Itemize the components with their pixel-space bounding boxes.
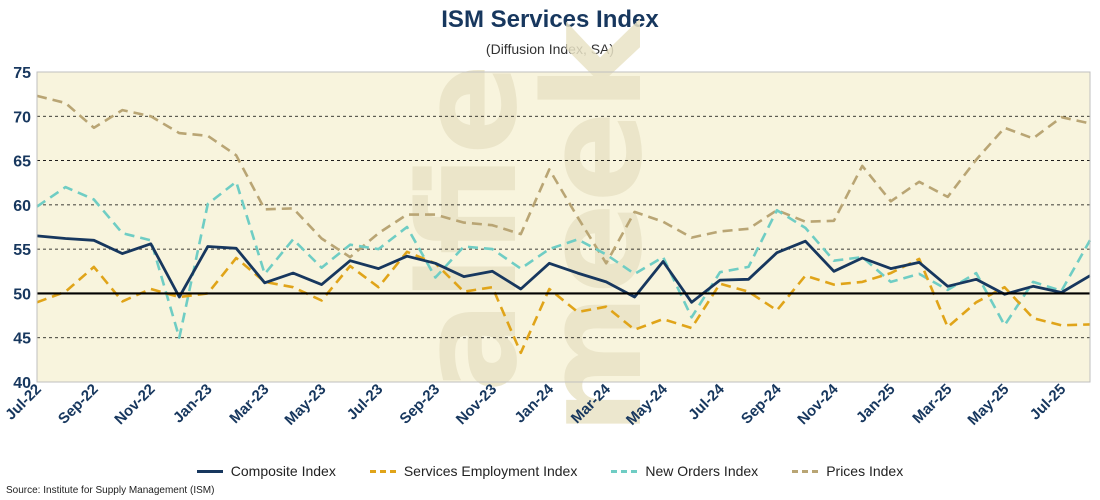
y-tick-label-65: 65 <box>13 154 31 171</box>
legend-label-new-orders: New Orders Index <box>645 463 759 479</box>
y-tick-label-60: 60 <box>13 198 31 215</box>
series-lines <box>36 71 1092 383</box>
legend-label-composite: Composite Index <box>230 463 336 479</box>
legend: Composite Index Services Employment Inde… <box>0 463 1100 479</box>
chart-title: ISM Services Index <box>441 6 659 33</box>
legend-item-composite: Composite Index <box>196 463 336 479</box>
x-tick-label-Mar-25: Mar-25 <box>909 381 955 427</box>
legend-item-prices: Prices Index <box>792 463 903 479</box>
y-tick-label-40: 40 <box>13 375 31 392</box>
y-tick-label-55: 55 <box>13 242 31 259</box>
legend-swatch-composite <box>196 469 223 473</box>
legend-label-prices: Prices Index <box>826 463 904 479</box>
x-tick-label-Jul-25: Jul-25 <box>1027 381 1070 424</box>
x-tick-label-Sep-24: Sep-24 <box>738 380 785 427</box>
x-tick-label-Nov-24: Nov-24 <box>794 380 842 428</box>
series-line-composite-index <box>36 234 1091 304</box>
legend-swatch-new-orders <box>611 469 638 473</box>
y-tick-label-75: 75 <box>13 65 31 82</box>
legend-label-employment: Services Employment Index <box>403 463 578 479</box>
x-tick-label-Jul-24: Jul-24 <box>685 380 728 423</box>
plot-background <box>37 72 1090 382</box>
x-tick-label-Sep-22: Sep-22 <box>55 381 102 428</box>
y-tick-label-45: 45 <box>13 331 31 348</box>
legend-item-employment: Services Employment Index <box>369 463 578 479</box>
y-tick-label-50: 50 <box>13 286 31 303</box>
legend-item-new-orders: New Orders Index <box>611 463 758 479</box>
source-note: Source: Institute for Supply Management … <box>6 485 215 496</box>
y-axis-ticks: 40 45 50 55 60 65 70 75 <box>13 65 31 392</box>
legend-swatch-employment <box>369 469 396 473</box>
x-tick-label-Jan-25: Jan-25 <box>853 381 899 427</box>
series-line-services-employment-index <box>36 250 1091 355</box>
legend-swatch-prices <box>792 469 819 473</box>
x-tick-label-Mar-23: Mar-23 <box>226 381 272 427</box>
chart-subtitle: (Diffusion Index, SA) <box>485 41 615 57</box>
watermark-line-2: meek <box>515 18 672 435</box>
series-line-prices-index <box>36 94 1091 265</box>
x-tick-label-May-23: May-23 <box>281 381 329 429</box>
x-tick-label-Nov-22: Nov-22 <box>111 381 158 428</box>
x-tick-label-Jul-23: Jul-23 <box>344 381 387 424</box>
gridlines <box>37 115 1090 339</box>
x-tick-label-May-25: May-25 <box>964 381 1012 429</box>
y-tick-label-70: 70 <box>13 109 31 126</box>
watermark: alfie meek <box>390 18 672 435</box>
x-tick-label-Jan-23: Jan-23 <box>170 381 216 427</box>
plot-border <box>36 71 1091 383</box>
